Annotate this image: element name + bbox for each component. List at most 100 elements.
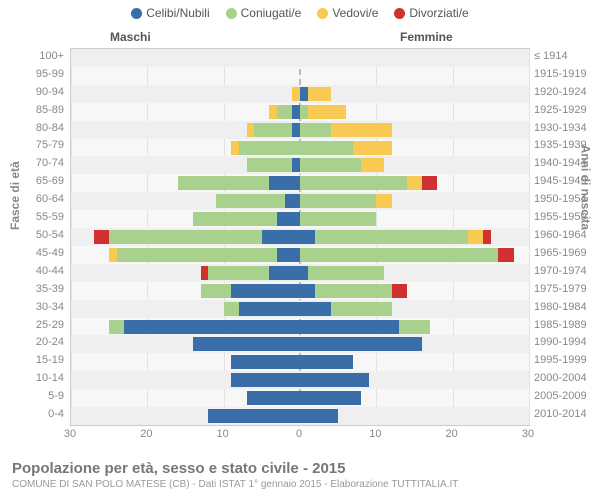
bar-female-c	[300, 409, 338, 423]
bar-female-co	[300, 158, 361, 172]
x-label: 0	[296, 428, 302, 440]
bar-male-v	[109, 248, 117, 262]
bar-female-v	[353, 141, 391, 155]
bar-female-co	[300, 123, 331, 137]
bar-female-c	[300, 284, 315, 298]
x-label: 30	[522, 428, 534, 440]
y-label-age: 100+	[0, 50, 64, 62]
bar-female-d	[422, 176, 437, 190]
bar-male-co	[117, 248, 277, 262]
bar-male-c	[269, 176, 300, 190]
y-label-birth: ≤ 1914	[534, 50, 598, 62]
bar-male-v	[292, 87, 300, 101]
bar-female-d	[498, 248, 513, 262]
bar-male-c	[262, 230, 300, 244]
y-label-birth: 1925-1929	[534, 104, 598, 116]
age-row	[71, 156, 529, 174]
y-label-age: 25-29	[0, 319, 64, 331]
y-label-age: 20-24	[0, 336, 64, 348]
bar-male-c	[124, 320, 300, 334]
y-label-birth: 2000-2004	[534, 372, 598, 384]
bar-female-v	[331, 123, 392, 137]
y-label-birth: 1970-1974	[534, 265, 598, 277]
age-row	[71, 335, 529, 353]
bar-male-c	[277, 248, 300, 262]
footer: Popolazione per età, sesso e stato civil…	[12, 460, 458, 490]
y-label-age: 60-64	[0, 193, 64, 205]
bar-female-co	[315, 284, 391, 298]
y-label-birth: 1960-1964	[534, 229, 598, 241]
y-label-birth: 1920-1924	[534, 86, 598, 98]
bar-male-c	[247, 391, 300, 405]
age-row	[71, 174, 529, 192]
bar-female-c	[300, 391, 361, 405]
age-row	[71, 103, 529, 121]
bar-male-co	[193, 212, 277, 226]
bar-female-c	[300, 337, 422, 351]
bar-male-c	[231, 373, 300, 387]
bar-female-co	[300, 212, 376, 226]
age-row	[71, 121, 529, 139]
bar-male-c	[231, 284, 300, 298]
y-label-age: 65-69	[0, 175, 64, 187]
y-label-birth: 1945-1949	[534, 175, 598, 187]
age-row	[71, 353, 529, 371]
bar-male-co	[247, 158, 293, 172]
bar-female-v	[407, 176, 422, 190]
bar-male-c	[231, 355, 300, 369]
y-label-age: 95-99	[0, 68, 64, 80]
bar-male-c	[193, 337, 300, 351]
age-row	[71, 318, 529, 336]
y-label-age: 5-9	[0, 390, 64, 402]
bar-male-c	[285, 194, 300, 208]
y-label-age: 30-34	[0, 301, 64, 313]
legend-item: Vedovi/e	[317, 6, 378, 20]
legend-swatch	[394, 8, 405, 19]
legend-label: Vedovi/e	[332, 6, 378, 20]
bar-male-c	[269, 266, 300, 280]
y-label-age: 0-4	[0, 408, 64, 420]
y-label-age: 15-19	[0, 354, 64, 366]
y-label-birth: 1935-1939	[534, 139, 598, 151]
bar-female-v	[376, 194, 391, 208]
x-label: 20	[140, 428, 152, 440]
y-label-age: 35-39	[0, 283, 64, 295]
y-label-birth: 1950-1954	[534, 193, 598, 205]
bar-male-c	[239, 302, 300, 316]
y-label-birth: 1995-1999	[534, 354, 598, 366]
y-label-birth: 2010-2014	[534, 408, 598, 420]
age-row	[71, 139, 529, 157]
legend-swatch	[317, 8, 328, 19]
bar-male-c	[292, 105, 300, 119]
legend-item: Coniugati/e	[226, 6, 302, 20]
bar-male-v	[247, 123, 255, 137]
y-label-age: 85-89	[0, 104, 64, 116]
y-label-age: 40-44	[0, 265, 64, 277]
bar-female-co	[399, 320, 430, 334]
bar-female-c	[300, 373, 369, 387]
y-label-age: 55-59	[0, 211, 64, 223]
bar-male-d	[201, 266, 209, 280]
bar-male-co	[239, 141, 300, 155]
bar-female-d	[483, 230, 491, 244]
y-label-age: 50-54	[0, 229, 64, 241]
legend-item: Celibi/Nubili	[131, 6, 209, 20]
y-label-birth: 1965-1969	[534, 247, 598, 259]
bar-female-c	[300, 87, 308, 101]
bar-female-c	[300, 230, 315, 244]
age-row	[71, 85, 529, 103]
y-label-birth: 1985-1989	[534, 319, 598, 331]
plot-area	[70, 48, 530, 426]
bar-male-c	[292, 158, 300, 172]
bar-male-co	[254, 123, 292, 137]
age-row	[71, 371, 529, 389]
bar-female-co	[300, 176, 407, 190]
legend: Celibi/Nubili Coniugati/e Vedovi/e Divorzia…	[0, 6, 600, 20]
legend-label: Divorziati/e	[409, 6, 468, 20]
bar-male-co	[178, 176, 270, 190]
bar-female-c	[300, 302, 331, 316]
age-row	[71, 228, 529, 246]
female-label: Femmine	[400, 30, 453, 44]
y-label-birth: 1930-1934	[534, 122, 598, 134]
age-row	[71, 67, 529, 85]
